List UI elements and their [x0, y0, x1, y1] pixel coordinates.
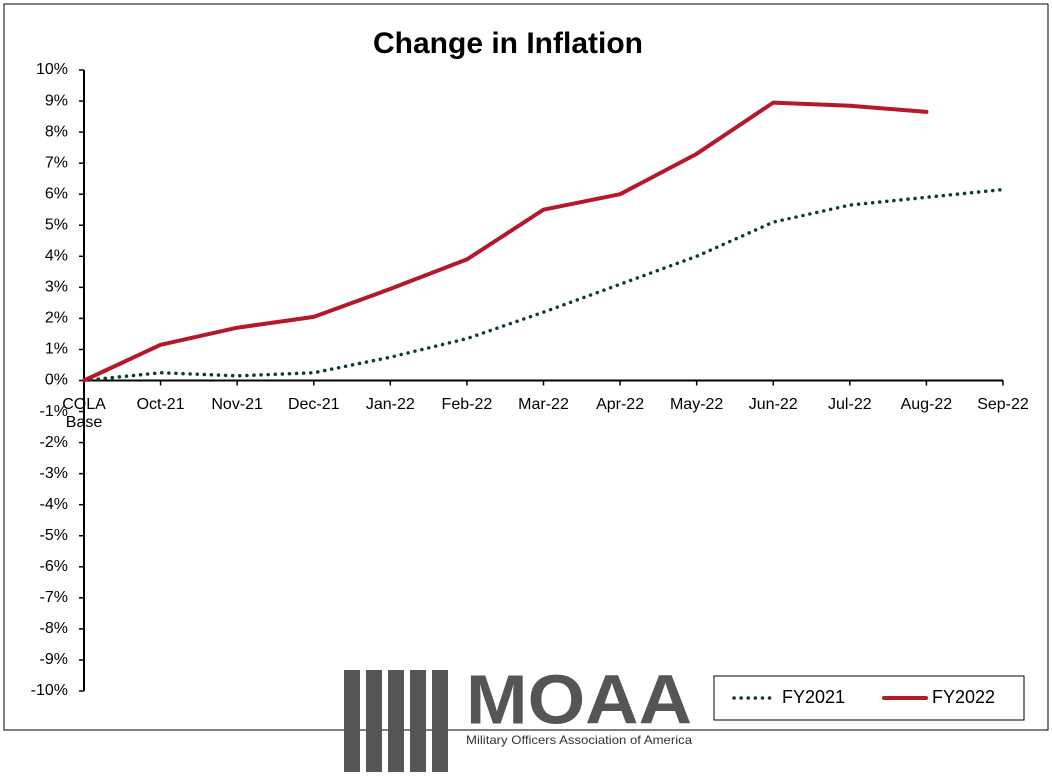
y-tick-label: -8% [40, 620, 68, 637]
y-tick-label: -7% [40, 589, 68, 606]
x-tick-label: Mar-22 [518, 395, 569, 413]
y-tick-label: 5% [45, 216, 68, 233]
y-tick-label: -2% [40, 434, 68, 451]
y-tick-label: 6% [45, 185, 68, 202]
logo-tagline: Military Officers Association of America [466, 733, 692, 747]
y-tick-label: -6% [40, 558, 68, 575]
y-tick-label: 10% [36, 61, 68, 78]
legend-label: FY2021 [782, 687, 845, 707]
y-tick-label: 9% [45, 92, 68, 109]
x-tick-label: Aug-22 [900, 395, 953, 413]
y-tick-label: 2% [45, 310, 68, 327]
series-line [82, 187, 1005, 383]
y-tick-label: 7% [45, 154, 68, 171]
y-tick-label: 3% [45, 279, 68, 296]
logo-bar [432, 670, 448, 772]
chart-frame [3, 3, 1049, 731]
logo-bar [344, 670, 360, 772]
series-line [82, 100, 929, 383]
legend [713, 675, 1025, 721]
x-tick-label: May-22 [669, 395, 724, 413]
y-tick-label: -5% [40, 527, 68, 544]
y-tick-label: -1% [40, 403, 68, 420]
x-tick-label: COLA Base [62, 395, 106, 431]
logo-name: MOAA [466, 660, 692, 738]
logo: MOAA Military Officers Association of Am… [344, 660, 692, 772]
y-tick-label: -3% [40, 465, 68, 482]
x-tick-label: Jul-22 [828, 395, 872, 413]
logo-bar [366, 670, 382, 772]
logo-bar [410, 670, 426, 772]
x-tick-label: Nov-21 [211, 395, 263, 413]
x-tick-label: Feb-22 [441, 395, 493, 413]
logo-bar [388, 670, 404, 772]
x-tick-label: Apr-22 [596, 395, 645, 413]
x-tick-label: Dec-21 [287, 395, 340, 413]
y-tick-label: -4% [40, 496, 68, 513]
y-tick-label: 0% [45, 372, 68, 389]
legend-label: FY2022 [932, 687, 995, 707]
y-tick-label: 4% [45, 248, 68, 265]
x-tick-label: Oct-21 [136, 395, 185, 413]
y-tick-label: -10% [31, 682, 68, 699]
x-tick-label: Jun-22 [748, 395, 798, 413]
y-tick-label: -9% [40, 651, 68, 668]
y-tick-label: 8% [45, 123, 68, 140]
x-tick-label: Jan-22 [365, 395, 415, 413]
x-tick-label: Sep-22 [977, 395, 1029, 413]
chart-title: Change in Inflation [373, 27, 643, 60]
y-tick-label: 1% [45, 341, 68, 358]
